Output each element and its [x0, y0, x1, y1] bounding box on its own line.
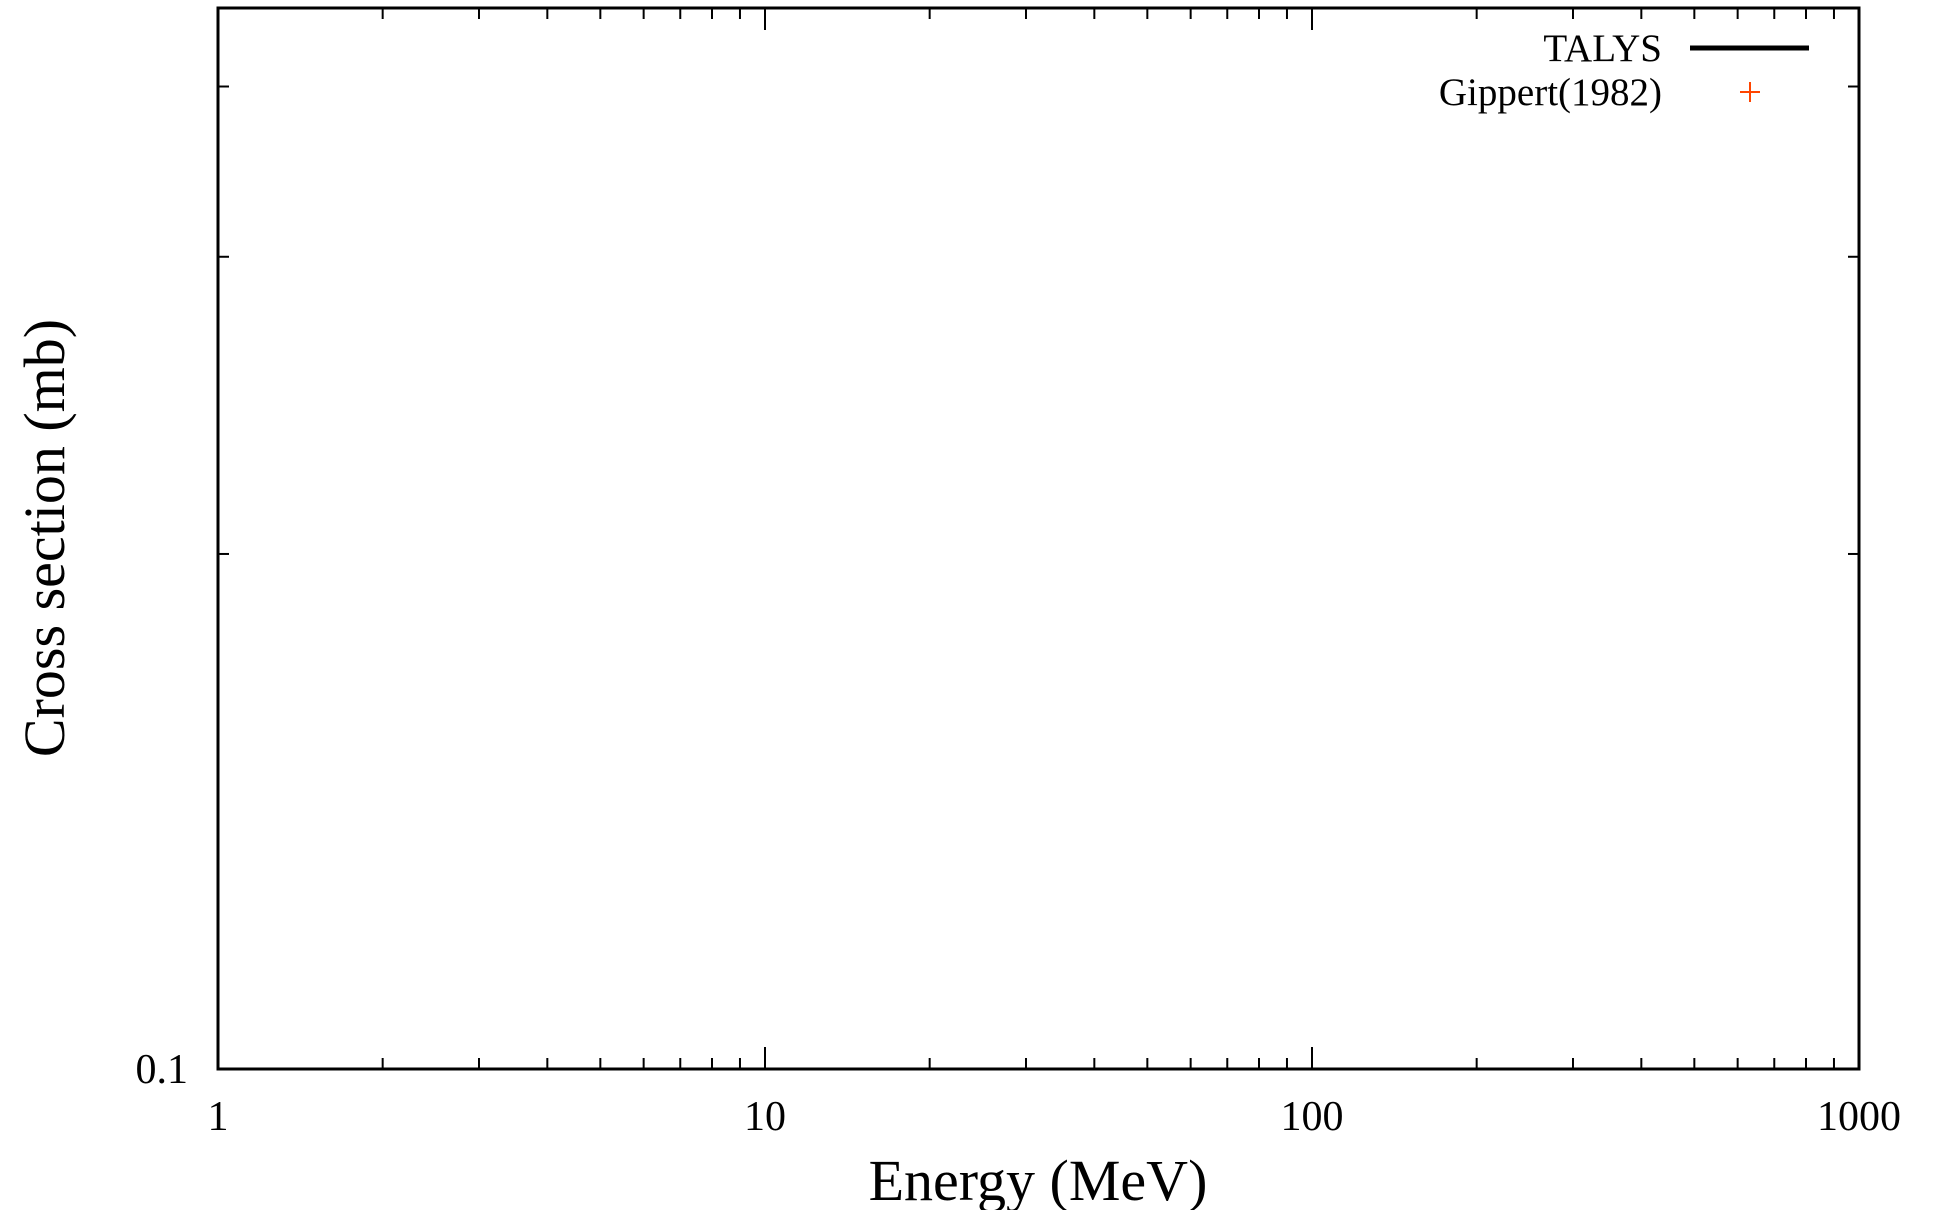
x-axis-ticks	[218, 8, 1834, 1069]
y-axis-tick-labels: 0.1	[136, 1047, 189, 1093]
legend-plus-marker	[1740, 82, 1760, 102]
y-axis-ticks	[218, 87, 1859, 1069]
legend-label: Gippert(1982)	[1439, 71, 1662, 114]
x-tick-label: 1	[208, 1094, 229, 1140]
y-axis-label: Cross section (mb)	[12, 319, 77, 757]
x-tick-label: 100	[1281, 1094, 1344, 1140]
x-tick-label: 10	[744, 1094, 786, 1140]
x-axis-tick-labels: 1 10 100 1000	[208, 1094, 1902, 1140]
x-tick-label: 1000	[1817, 1094, 1901, 1140]
y-tick-label: 0.1	[136, 1047, 189, 1093]
plot-frame	[218, 8, 1859, 1069]
legend-label: TALYS	[1543, 27, 1662, 70]
x-axis-label: Energy (MeV)	[869, 1148, 1208, 1210]
